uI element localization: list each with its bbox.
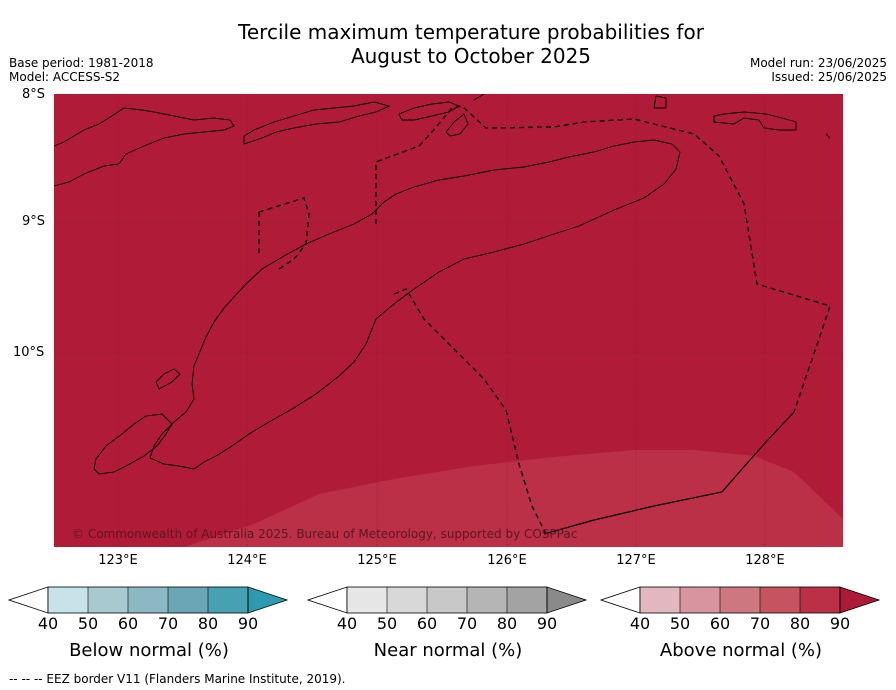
- colorbar-above-bin-80: [800, 587, 840, 613]
- meta-left: Base period: 1981-2018 Model: ACCESS-S2: [9, 56, 154, 84]
- near-tick-40: 40: [336, 614, 358, 633]
- near-tick-90: 90: [536, 614, 558, 633]
- above-tick-70: 70: [749, 614, 771, 633]
- below-tick-60: 60: [117, 614, 139, 633]
- colorbar-above-high-arrow: [839, 586, 881, 614]
- above-tick-40: 40: [629, 614, 651, 633]
- above-tick-80: 80: [789, 614, 811, 633]
- colorbar-above-bin-40: [640, 587, 680, 613]
- map-canvas: © Commonwealth of Australia 2025. Bureau…: [54, 94, 843, 547]
- lon-label-123e: 123°E: [98, 553, 138, 568]
- colorbar-near-bin-70: [467, 587, 507, 613]
- coastline-wetar: [398, 101, 461, 121]
- coastline-east-islands: [473, 94, 831, 139]
- above-tick-50: 50: [669, 614, 691, 633]
- colorbar-above-low-arrow: [600, 586, 641, 614]
- below-tick-40: 40: [37, 614, 59, 633]
- copyright-notice: © Commonwealth of Australia 2025. Bureau…: [72, 527, 577, 541]
- colorbar-above-normal: [600, 586, 881, 614]
- colorbar-above-bin-60: [720, 587, 760, 613]
- above-tick-60: 60: [709, 614, 731, 633]
- lon-label-126e: 126°E: [487, 553, 527, 568]
- below-tick-90: 90: [237, 614, 259, 633]
- near-normal-title: Near normal (%): [373, 640, 523, 661]
- above-normal-title: Above normal (%): [659, 640, 823, 661]
- colorbar-below-bin-50: [88, 587, 128, 613]
- lon-label-127e: 127°E: [616, 553, 656, 568]
- colorbar-near-bin-80: [507, 587, 547, 613]
- title-line-1: Tercile maximum temperature probabilitie…: [238, 20, 704, 44]
- lat-label-9s: 9°S: [22, 214, 46, 229]
- colorbar-above-bin-70: [760, 587, 800, 613]
- below-tick-50: 50: [77, 614, 99, 633]
- lon-label-128e: 128°E: [745, 553, 785, 568]
- coastline-timor: [149, 139, 681, 470]
- issued-date: Issued: 25/06/2025: [771, 70, 887, 84]
- below-tick-80: 80: [197, 614, 219, 633]
- coastline-atauro: [445, 113, 469, 137]
- eez-solid-segment: [543, 411, 795, 535]
- colorbar-near-high-arrow: [546, 586, 588, 614]
- colorbar-below-normal: [8, 586, 289, 614]
- colorbar-below-bin-80: [208, 587, 248, 613]
- coastline-rote: [93, 413, 173, 475]
- below-tick-70: 70: [157, 614, 179, 633]
- colorbar-below-low-arrow: [8, 586, 49, 614]
- colorbar-below-bin-70: [168, 587, 208, 613]
- lon-label-125e: 125°E: [357, 553, 397, 568]
- colorbar-near-bin-40: [347, 587, 387, 613]
- coastline-semau: [155, 368, 181, 390]
- below-normal-title: Below normal (%): [69, 640, 229, 661]
- lat-label-8s: 8°S: [22, 87, 46, 102]
- colorbar-near-bin-60: [427, 587, 467, 613]
- colorbar-near-low-arrow: [307, 586, 348, 614]
- colorbar-near-bin-50: [387, 587, 427, 613]
- colorbar-below-bin-60: [128, 587, 168, 613]
- colorbar-above-bin-50: [680, 587, 720, 613]
- title-line-2: August to October 2025: [350, 44, 592, 68]
- lat-label-10s: 10°S: [13, 345, 45, 360]
- model-run: Model run: 23/06/2025: [749, 56, 887, 70]
- eez-legend-note: -- -- -- EEZ border V11 (Flanders Marine…: [9, 672, 346, 686]
- above-tick-90: 90: [829, 614, 851, 633]
- lon-label-124e: 124°E: [227, 553, 267, 568]
- graticule: [54, 94, 843, 547]
- near-tick-80: 80: [496, 614, 518, 633]
- colorbar-near-normal: [307, 586, 588, 614]
- base-period: Base period: 1981-2018: [9, 56, 154, 70]
- model-name: Model: ACCESS-S2: [9, 70, 121, 84]
- near-tick-70: 70: [456, 614, 478, 633]
- near-tick-50: 50: [376, 614, 398, 633]
- colorbar-below-high-arrow: [247, 586, 289, 614]
- colorbar-below-bin-40: [48, 587, 88, 613]
- coastline-alor: [243, 101, 391, 145]
- coastline-flores: [54, 107, 235, 187]
- above-80-band: [184, 450, 843, 547]
- meta-right: Model run: 23/06/2025 Issued: 25/06/2025: [750, 56, 887, 84]
- near-tick-60: 60: [416, 614, 438, 633]
- map-title: Tercile maximum temperature probabilitie…: [0, 20, 896, 68]
